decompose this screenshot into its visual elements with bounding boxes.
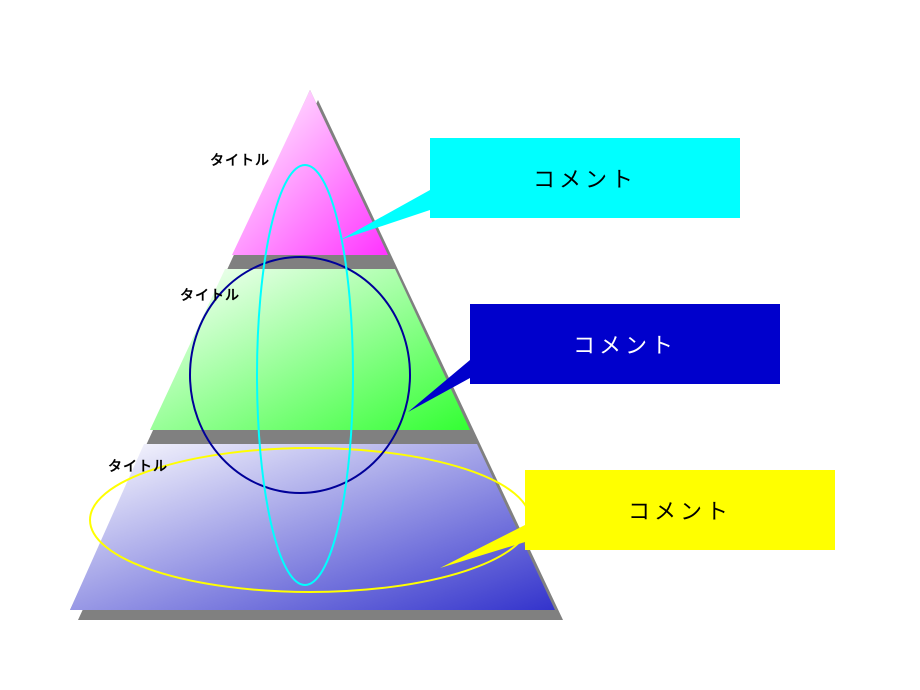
callout-top-label: コメント [533, 162, 637, 194]
callout-top-box: コメント [430, 138, 740, 218]
callout-mid: コメント [470, 304, 780, 384]
tier-top-title: タイトル [210, 150, 270, 170]
tier-middle-title: タイトル [180, 285, 240, 305]
callout-top: コメント [430, 138, 740, 218]
callout-mid-box: コメント [470, 304, 780, 384]
pyramid-svg [0, 0, 920, 690]
callout-bottom-box: コメント [525, 470, 835, 550]
diagram-stage: タイトル タイトル タイトル コメント コメント コメント [0, 0, 920, 690]
callout-bottom-label: コメント [628, 494, 732, 526]
tier-bottom-title: タイトル [108, 456, 168, 476]
callout-mid-label: コメント [573, 328, 677, 360]
callout-bottom: コメント [525, 470, 835, 550]
